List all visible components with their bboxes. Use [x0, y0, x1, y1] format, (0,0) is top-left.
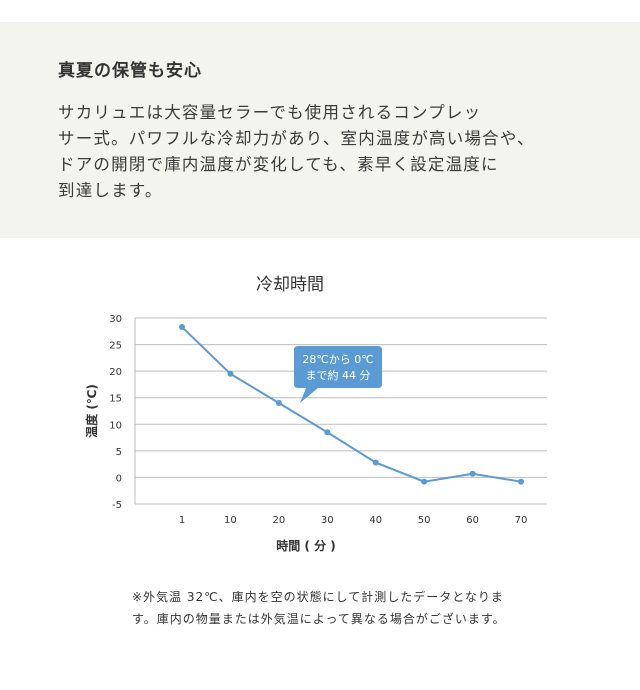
chart-series	[179, 324, 524, 485]
data-point	[179, 324, 185, 331]
y-tick-label: 20	[109, 367, 122, 378]
x-axis-label: 時間 ( 分 )	[276, 538, 336, 553]
callout-bubble	[294, 346, 382, 403]
chart-title: 冷却時間	[256, 275, 324, 295]
y-tick-label: 15	[109, 394, 122, 405]
intro-panel	[0, 22, 640, 238]
intro-line: ドアの開閉で庫内温度が変化しても、素早く設定温度に	[58, 155, 499, 174]
y-axis-ticks: 30 25 20 15 10 5 0 -5	[109, 314, 122, 511]
x-tick-label: 70	[515, 515, 528, 526]
callout-text: まで約 44 分	[306, 368, 371, 382]
data-point	[469, 470, 476, 477]
x-tick-label: 50	[418, 515, 431, 526]
intro-text: サカリュエは大容量セラーでも使用されるコンプレッ サー式。パワフルな冷却力があり…	[58, 100, 618, 204]
intro-line: サー式。パワフルな冷却力があり、室内温度が高い場合や、	[58, 129, 535, 148]
x-tick-label: 1	[179, 515, 185, 526]
y-tick-label: 30	[109, 314, 122, 325]
data-point	[372, 459, 379, 466]
x-tick-label: 10	[224, 515, 237, 526]
data-point	[275, 400, 282, 407]
data-point	[324, 429, 331, 436]
intro-line: サカリュエは大容量セラーでも使用されるコンプレッ	[58, 103, 482, 122]
y-axis-label: 温度 (℃)	[84, 384, 99, 438]
x-tick-label: 30	[321, 515, 334, 526]
series-line	[181, 326, 522, 483]
data-point	[421, 478, 428, 485]
x-axis-ticks: 1 10 20 30 40 50 60 70	[179, 515, 528, 526]
x-tick-label: 60	[466, 515, 479, 526]
x-tick-label: 20	[272, 515, 285, 526]
x-tick-label: 40	[369, 515, 382, 526]
y-tick-label: 25	[109, 341, 122, 352]
footnote-line: す。庫内の物量または外気温によって異なる場合がございます。	[132, 612, 506, 626]
intro-line: 到達します。	[58, 181, 163, 200]
data-point	[227, 370, 234, 377]
callout-text: 28℃から 0℃	[302, 353, 373, 366]
annotation-callout: 28℃から 0℃ まで約 44 分	[294, 346, 382, 403]
y-tick-label: 5	[116, 447, 122, 458]
section-heading: 真夏の保管も安心	[58, 61, 202, 81]
y-tick-label: -5	[112, 500, 122, 511]
y-tick-label: 0	[116, 473, 122, 484]
footnote-line: ※外気温 32℃、庫内を空の状態にして計測したデータとなりま	[132, 590, 504, 604]
y-tick-label: 10	[109, 420, 122, 431]
footnote: ※外気温 32℃、庫内を空の状態にして計測したデータとなりま す。庫内の物量また…	[132, 586, 602, 630]
data-point	[518, 478, 524, 485]
